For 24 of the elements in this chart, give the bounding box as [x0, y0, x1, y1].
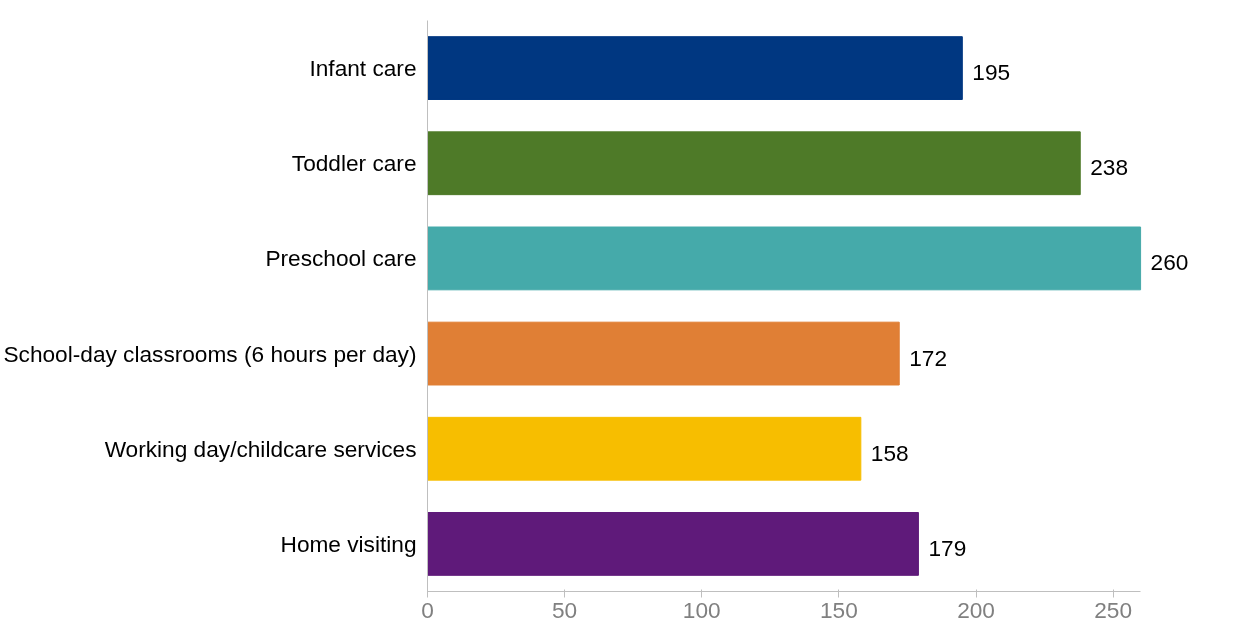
y-tick-label: Working day/childcare services: [104, 435, 417, 462]
y-tick-label: Preschool care: [265, 245, 417, 272]
data-label: 172: [909, 344, 948, 371]
bar: [427, 226, 1142, 291]
x-tick-label: 150: [819, 596, 858, 623]
y-tick-label: Toddler care: [291, 150, 417, 177]
bar: [427, 321, 900, 386]
bar: [427, 416, 862, 481]
y-tick-label: Home visiting: [280, 530, 417, 557]
data-label: 179: [928, 534, 967, 561]
data-label: 158: [870, 439, 909, 466]
x-tick-label: 0: [421, 596, 434, 623]
bar: [427, 36, 963, 100]
x-tick-label: 50: [552, 596, 578, 623]
data-label: 238: [1090, 154, 1129, 181]
data-label: 195: [972, 59, 1011, 86]
bar: [427, 131, 1081, 196]
data-label: 260: [1150, 249, 1189, 276]
y-tick-label: Infant care: [309, 55, 417, 82]
x-tick-label: 100: [682, 596, 721, 623]
x-tick-label: 200: [957, 596, 995, 623]
x-tick-label: 250: [1094, 596, 1133, 623]
bar: [427, 512, 919, 576]
y-tick-label: School-day classrooms (6 hours per day): [3, 340, 417, 367]
